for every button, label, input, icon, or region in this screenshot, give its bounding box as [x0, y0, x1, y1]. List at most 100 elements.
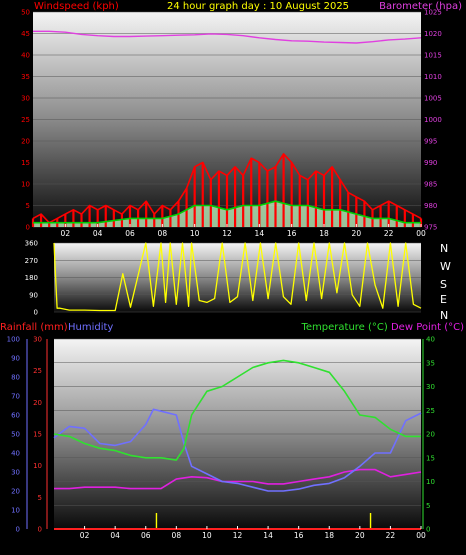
windspeed-tick-label-30: 30	[21, 95, 30, 103]
graph-title: 24 hour graph day : 10 August 2025	[167, 1, 349, 12]
compass-label-n-top: N	[440, 242, 448, 255]
rainfall-tick-label-20: 20	[33, 399, 42, 407]
temperature-tick-label-25: 25	[426, 407, 435, 415]
humidity-line	[53, 408, 422, 492]
direction-tick-label-0: 0	[34, 309, 38, 317]
barometer-tick-label-975: 975	[424, 224, 437, 232]
barometer-tick-label-1000: 1000	[424, 116, 442, 124]
humidity-tick-label-30: 30	[11, 469, 20, 477]
rainfall-tick-label-15: 15	[33, 431, 42, 439]
compass-label-n-bottom: N	[440, 309, 448, 322]
wind-x-tick-label-04: 04	[93, 229, 103, 238]
barometer-tick-label-990: 990	[424, 159, 437, 167]
windspeed-tick-label-35: 35	[21, 73, 30, 81]
humidity-tick-label-70: 70	[11, 393, 20, 401]
direction-tick-label-360: 360	[25, 240, 38, 248]
rainfall-tick-label-10: 10	[33, 462, 42, 470]
temperature-tick-label-20: 20	[426, 431, 435, 439]
humidity-tick-label-40: 40	[11, 450, 20, 458]
temperature-chart: 0510152025303540010203040506070809010005…	[7, 336, 435, 541]
barometer-tick-label-985: 985	[424, 181, 437, 189]
wind-x-tick-label-16: 16	[287, 229, 297, 238]
temp-x-tick-label-06: 06	[141, 531, 151, 540]
rainfall-tick-label-25: 25	[33, 367, 42, 375]
barometer-tick-label-1020: 1020	[424, 30, 442, 38]
wind-avg-line	[33, 200, 421, 224]
direction-line	[53, 242, 422, 312]
temperature-tick-label-10: 10	[426, 478, 435, 486]
rainfall-axis-title: Rainfall (mm)	[0, 322, 68, 333]
barometer-tick-label-980: 980	[424, 202, 437, 210]
temp-x-tick-label-02: 02	[80, 531, 90, 540]
temp-x-tick-label-00: 00	[416, 531, 426, 540]
direction-tick-label-90: 90	[29, 291, 38, 299]
temperature-tick-label-0: 0	[426, 526, 430, 534]
temp-x-tick-label-10: 10	[202, 531, 212, 540]
compass-label-e: E	[440, 293, 447, 306]
temp-x-tick-label-14: 14	[263, 531, 273, 540]
temp-x-tick-label-16: 16	[294, 531, 304, 540]
temp-x-tick-label-18: 18	[324, 531, 334, 540]
dewpoint-line	[54, 468, 422, 490]
temperature-tick-label-5: 5	[426, 502, 430, 510]
wind-x-tick-label-06: 06	[125, 229, 135, 238]
temp-x-tick-label-12: 12	[233, 531, 243, 540]
wind-x-tick-label-22: 22	[384, 229, 394, 238]
windspeed-tick-label-25: 25	[21, 116, 30, 124]
barometer-tick-label-1010: 1010	[424, 73, 442, 81]
temperature-tick-label-15: 15	[426, 454, 435, 462]
temperature-dewpoint-axis-title: Temperature (°C) Dew Point (°C)	[300, 322, 464, 333]
humidity-tick-label-80: 80	[11, 374, 20, 382]
temp-x-tick-label-20: 20	[355, 531, 365, 540]
windspeed-line	[32, 153, 422, 224]
barometer-tick-label-1005: 1005	[424, 95, 442, 103]
windspeed-tick-label-15: 15	[21, 159, 30, 167]
humidity-tick-label-50: 50	[11, 431, 20, 439]
humidity-tick-label-20: 20	[11, 488, 20, 496]
wind-x-tick-label-08: 08	[158, 229, 168, 238]
humidity-axis-title: Humidity	[68, 322, 113, 333]
temp-x-tick-label-08: 08	[172, 531, 182, 540]
wind-x-tick-label-02: 02	[61, 229, 71, 238]
wind-x-tick-label-14: 14	[255, 229, 265, 238]
humidity-tick-label-60: 60	[11, 412, 20, 420]
wind-x-tick-label-12: 12	[222, 229, 232, 238]
windspeed-tick-label-45: 45	[21, 30, 30, 38]
humidity-tick-label-0: 0	[16, 526, 20, 534]
windspeed-tick-label-40: 40	[21, 52, 30, 60]
humidity-tick-label-10: 10	[11, 507, 20, 515]
temp-x-tick-label-04: 04	[110, 531, 120, 540]
wind-x-tick-label-00: 00	[416, 229, 426, 238]
compass-label-s: S	[440, 278, 447, 291]
temp-x-tick-label-22: 22	[386, 531, 396, 540]
temperature-tick-label-40: 40	[426, 336, 435, 344]
direction-tick-label-270: 270	[25, 257, 38, 265]
barometer-tick-label-1015: 1015	[424, 52, 442, 60]
barometer-line	[33, 30, 422, 44]
humidity-tick-label-90: 90	[11, 355, 20, 363]
windspeed-axis-title: Windspeed (kph)	[34, 1, 119, 12]
barometer-tick-label-995: 995	[424, 138, 437, 146]
direction-tick-label-180: 180	[25, 274, 38, 282]
wind-chart: 0510152025303540455097598098599099510001…	[21, 9, 442, 239]
wind-x-tick-label-18: 18	[319, 229, 329, 238]
temperature-tick-label-30: 30	[426, 383, 435, 391]
rainfall-tick-label-5: 5	[38, 494, 42, 502]
windspeed-tick-label-0: 0	[26, 224, 30, 232]
barometer-tick-label-1025: 1025	[424, 9, 442, 17]
wind-direction-chart: 0 90 180 270 360	[25, 240, 422, 317]
humidity-tick-label-100: 100	[7, 336, 20, 344]
windspeed-tick-label-50: 50	[21, 9, 30, 17]
barometer-axis-title: Barometer (hpa)	[379, 1, 462, 12]
wind-x-tick-label-10: 10	[190, 229, 200, 238]
rainfall-tick-label-30: 30	[33, 336, 42, 344]
compass-label-w: W	[440, 260, 451, 273]
windspeed-tick-label-20: 20	[21, 138, 30, 146]
temperature-line	[53, 359, 421, 461]
wind-x-tick-label-20: 20	[352, 229, 362, 238]
windspeed-tick-label-10: 10	[21, 181, 30, 189]
temperature-tick-label-35: 35	[426, 359, 435, 367]
rainfall-tick-label-0: 0	[38, 526, 42, 534]
windspeed-tick-label-5: 5	[26, 202, 30, 210]
